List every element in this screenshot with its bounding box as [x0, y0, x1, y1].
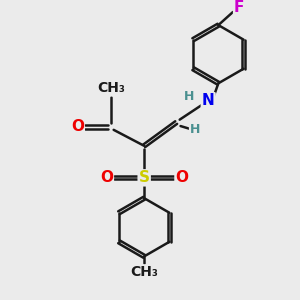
Text: O: O	[176, 170, 188, 185]
Text: CH₃: CH₃	[97, 81, 125, 95]
Text: S: S	[139, 170, 150, 185]
Text: CH₃: CH₃	[130, 266, 158, 279]
Text: O: O	[71, 119, 84, 134]
Text: O: O	[100, 170, 113, 185]
Text: F: F	[234, 0, 244, 15]
Text: H: H	[184, 90, 194, 103]
Text: N: N	[202, 93, 214, 108]
Text: H: H	[190, 123, 200, 136]
